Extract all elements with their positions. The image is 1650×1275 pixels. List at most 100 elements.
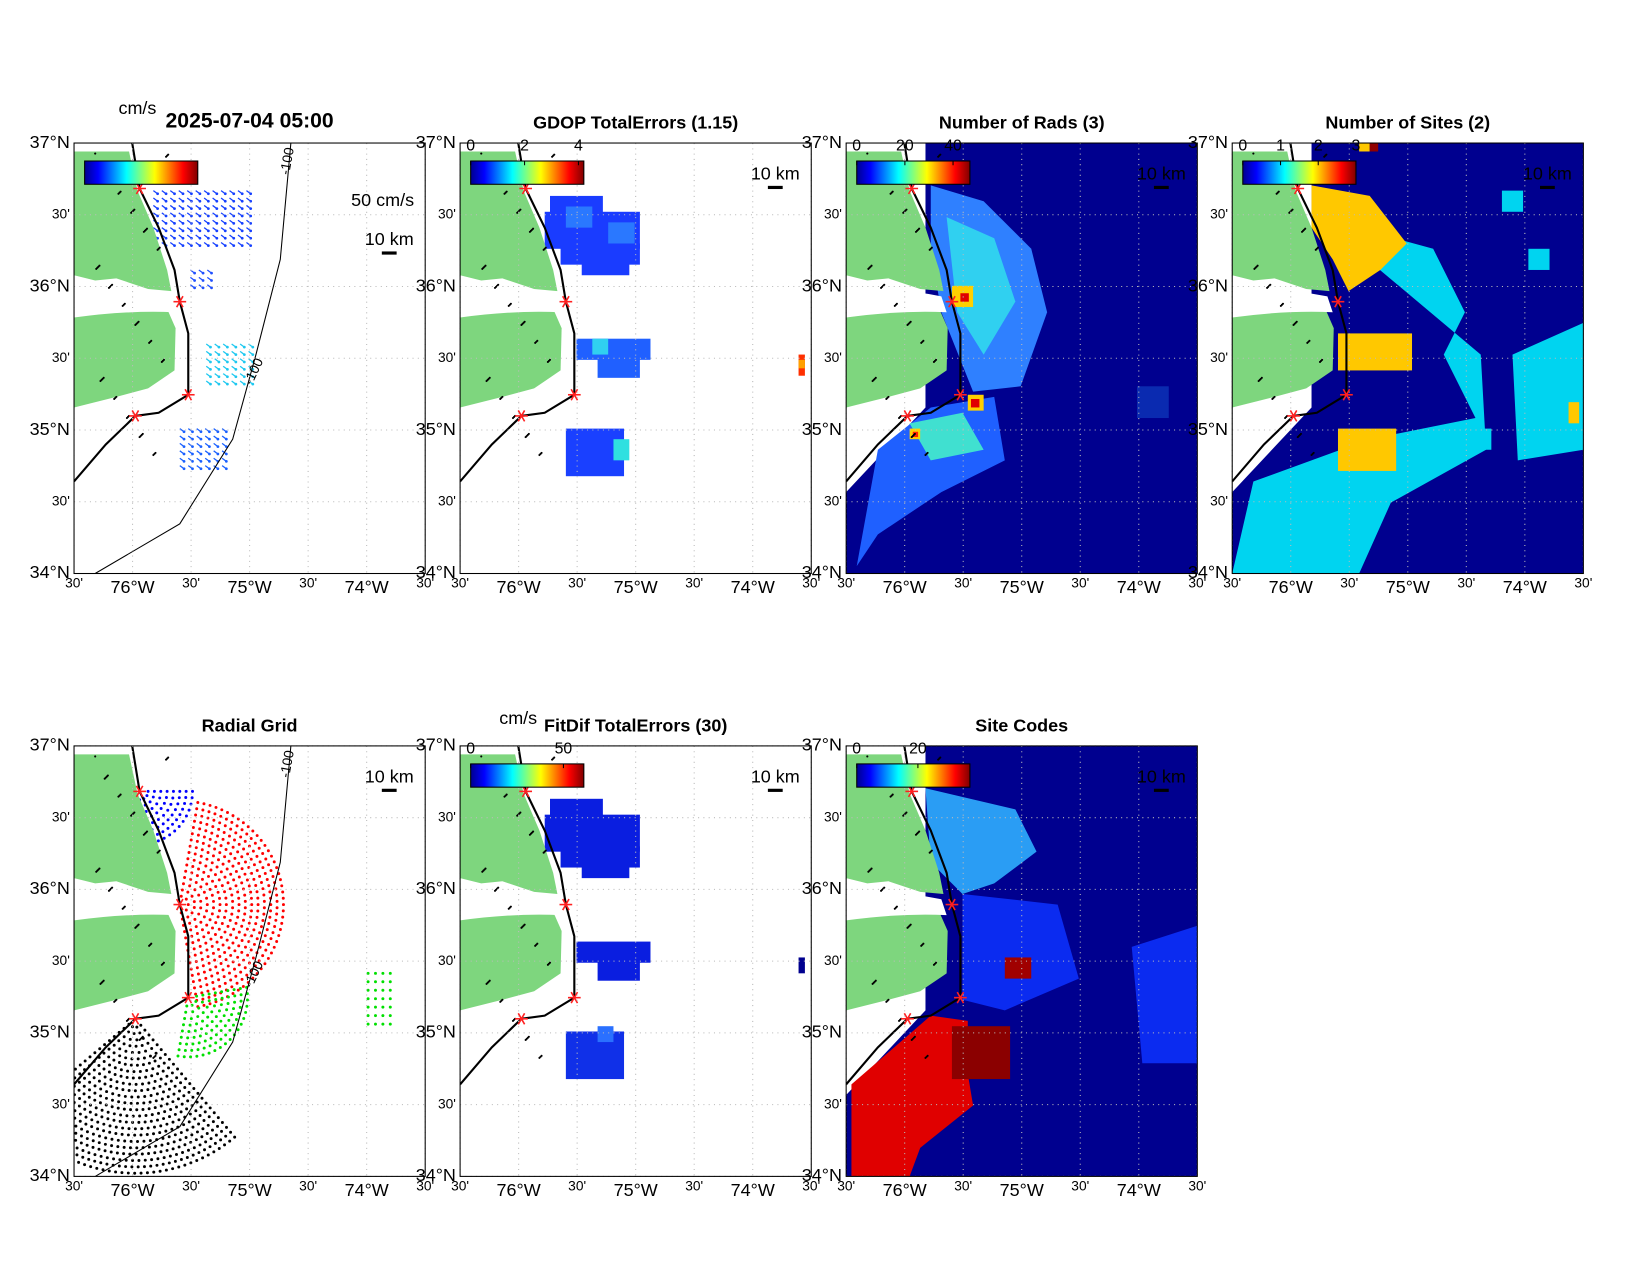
grid-point [122,1152,126,1156]
data-cell [581,259,630,276]
grid-point [189,967,193,971]
grid-point [59,1145,62,1148]
grid-point [240,939,244,943]
grid-point [88,1110,92,1114]
grid-point [184,1135,188,1139]
data-cell [1528,248,1550,270]
grid-point [243,906,247,910]
grid-point [210,1020,214,1024]
grid-point [228,1038,232,1042]
grid-point [227,1018,231,1022]
coast-dot [551,758,554,761]
coast-dot [866,152,869,155]
grid-point [261,866,265,870]
lat-label: 30' [438,206,456,221]
grid-point [186,903,190,907]
grid-point [138,1076,141,1080]
grid-point [272,945,276,949]
grid-point [275,940,279,943]
grid-point [134,1082,138,1086]
grid-point [109,1078,113,1082]
grid-point [195,931,199,935]
grid-point [263,962,267,966]
coastline [74,745,190,1086]
grid-point [201,993,205,997]
grid-point [249,896,253,900]
grid-point [245,998,249,1002]
lat-label: 30' [52,350,70,365]
grid-point [192,1035,196,1039]
grid-point [64,1118,67,1121]
grid-point [156,1157,160,1161]
grid-point [173,1133,177,1137]
grid-point [201,964,205,968]
grid-point [264,857,268,861]
grid-point [123,1094,127,1098]
grid-point [83,1076,87,1080]
grid-point [205,903,209,907]
panel-title: Site Codes [975,716,1068,736]
grid-point [74,1116,77,1120]
grid-point [190,1048,194,1052]
coast-dot [1314,248,1317,251]
grid-point [35,1100,38,1103]
grid-point [237,1012,241,1016]
grid-point [53,1134,56,1137]
distance-scale: 10 km [365,229,414,249]
grid-point [150,807,154,810]
grid-point [239,999,243,1003]
grid-point [78,1119,82,1123]
lon-label: 74°W [345,1180,389,1200]
arrow-head [182,460,186,463]
site-marker [1293,182,1302,195]
distance-scale: 10 km [1137,164,1186,184]
coast-dot [507,304,510,307]
grid-point [191,1042,195,1046]
grid-point [192,906,196,909]
grid-point [199,920,203,924]
grid-point [155,1118,159,1122]
grid-point [166,826,170,830]
lon-label: 76°W [110,577,154,597]
grid-point [221,837,225,841]
colorbar [84,160,199,185]
grid-point [198,1114,202,1117]
grid-point [374,980,377,984]
grid-point [237,861,241,865]
grid-point [183,930,187,934]
grid-point [183,876,187,879]
arrow-head [198,229,202,233]
arrow-head [249,207,253,210]
grid-point [245,832,249,836]
grid-point [187,1090,191,1094]
grid-point [53,1118,56,1121]
map-area [460,143,805,483]
grid-point [262,899,266,903]
grid-point [111,1092,115,1096]
grid-point [204,829,208,833]
grid-point [146,1126,150,1130]
grid-point [29,1122,32,1125]
arrow-head [232,207,236,210]
arrow-head [210,286,213,290]
grid-point [121,1081,125,1085]
coast-dot [1292,323,1295,327]
grid-point [281,890,285,894]
arrow-head [224,460,228,463]
arrow-head [216,452,220,456]
coast-dot [499,397,502,401]
arrow-head [215,236,219,240]
site-marker [956,991,965,1004]
grid-point [159,789,163,793]
grid-point [142,1101,146,1105]
grid-point [220,1129,224,1133]
grid-point [189,928,193,932]
grid-point [124,1165,128,1169]
grid-point [156,1072,160,1076]
grid-point [164,1082,168,1086]
colorbar-tick-label: 4 [574,137,583,154]
grid-point [233,994,237,998]
coast-dot [928,851,931,854]
grid-point [173,808,177,812]
lon-label: 30' [685,1179,703,1194]
